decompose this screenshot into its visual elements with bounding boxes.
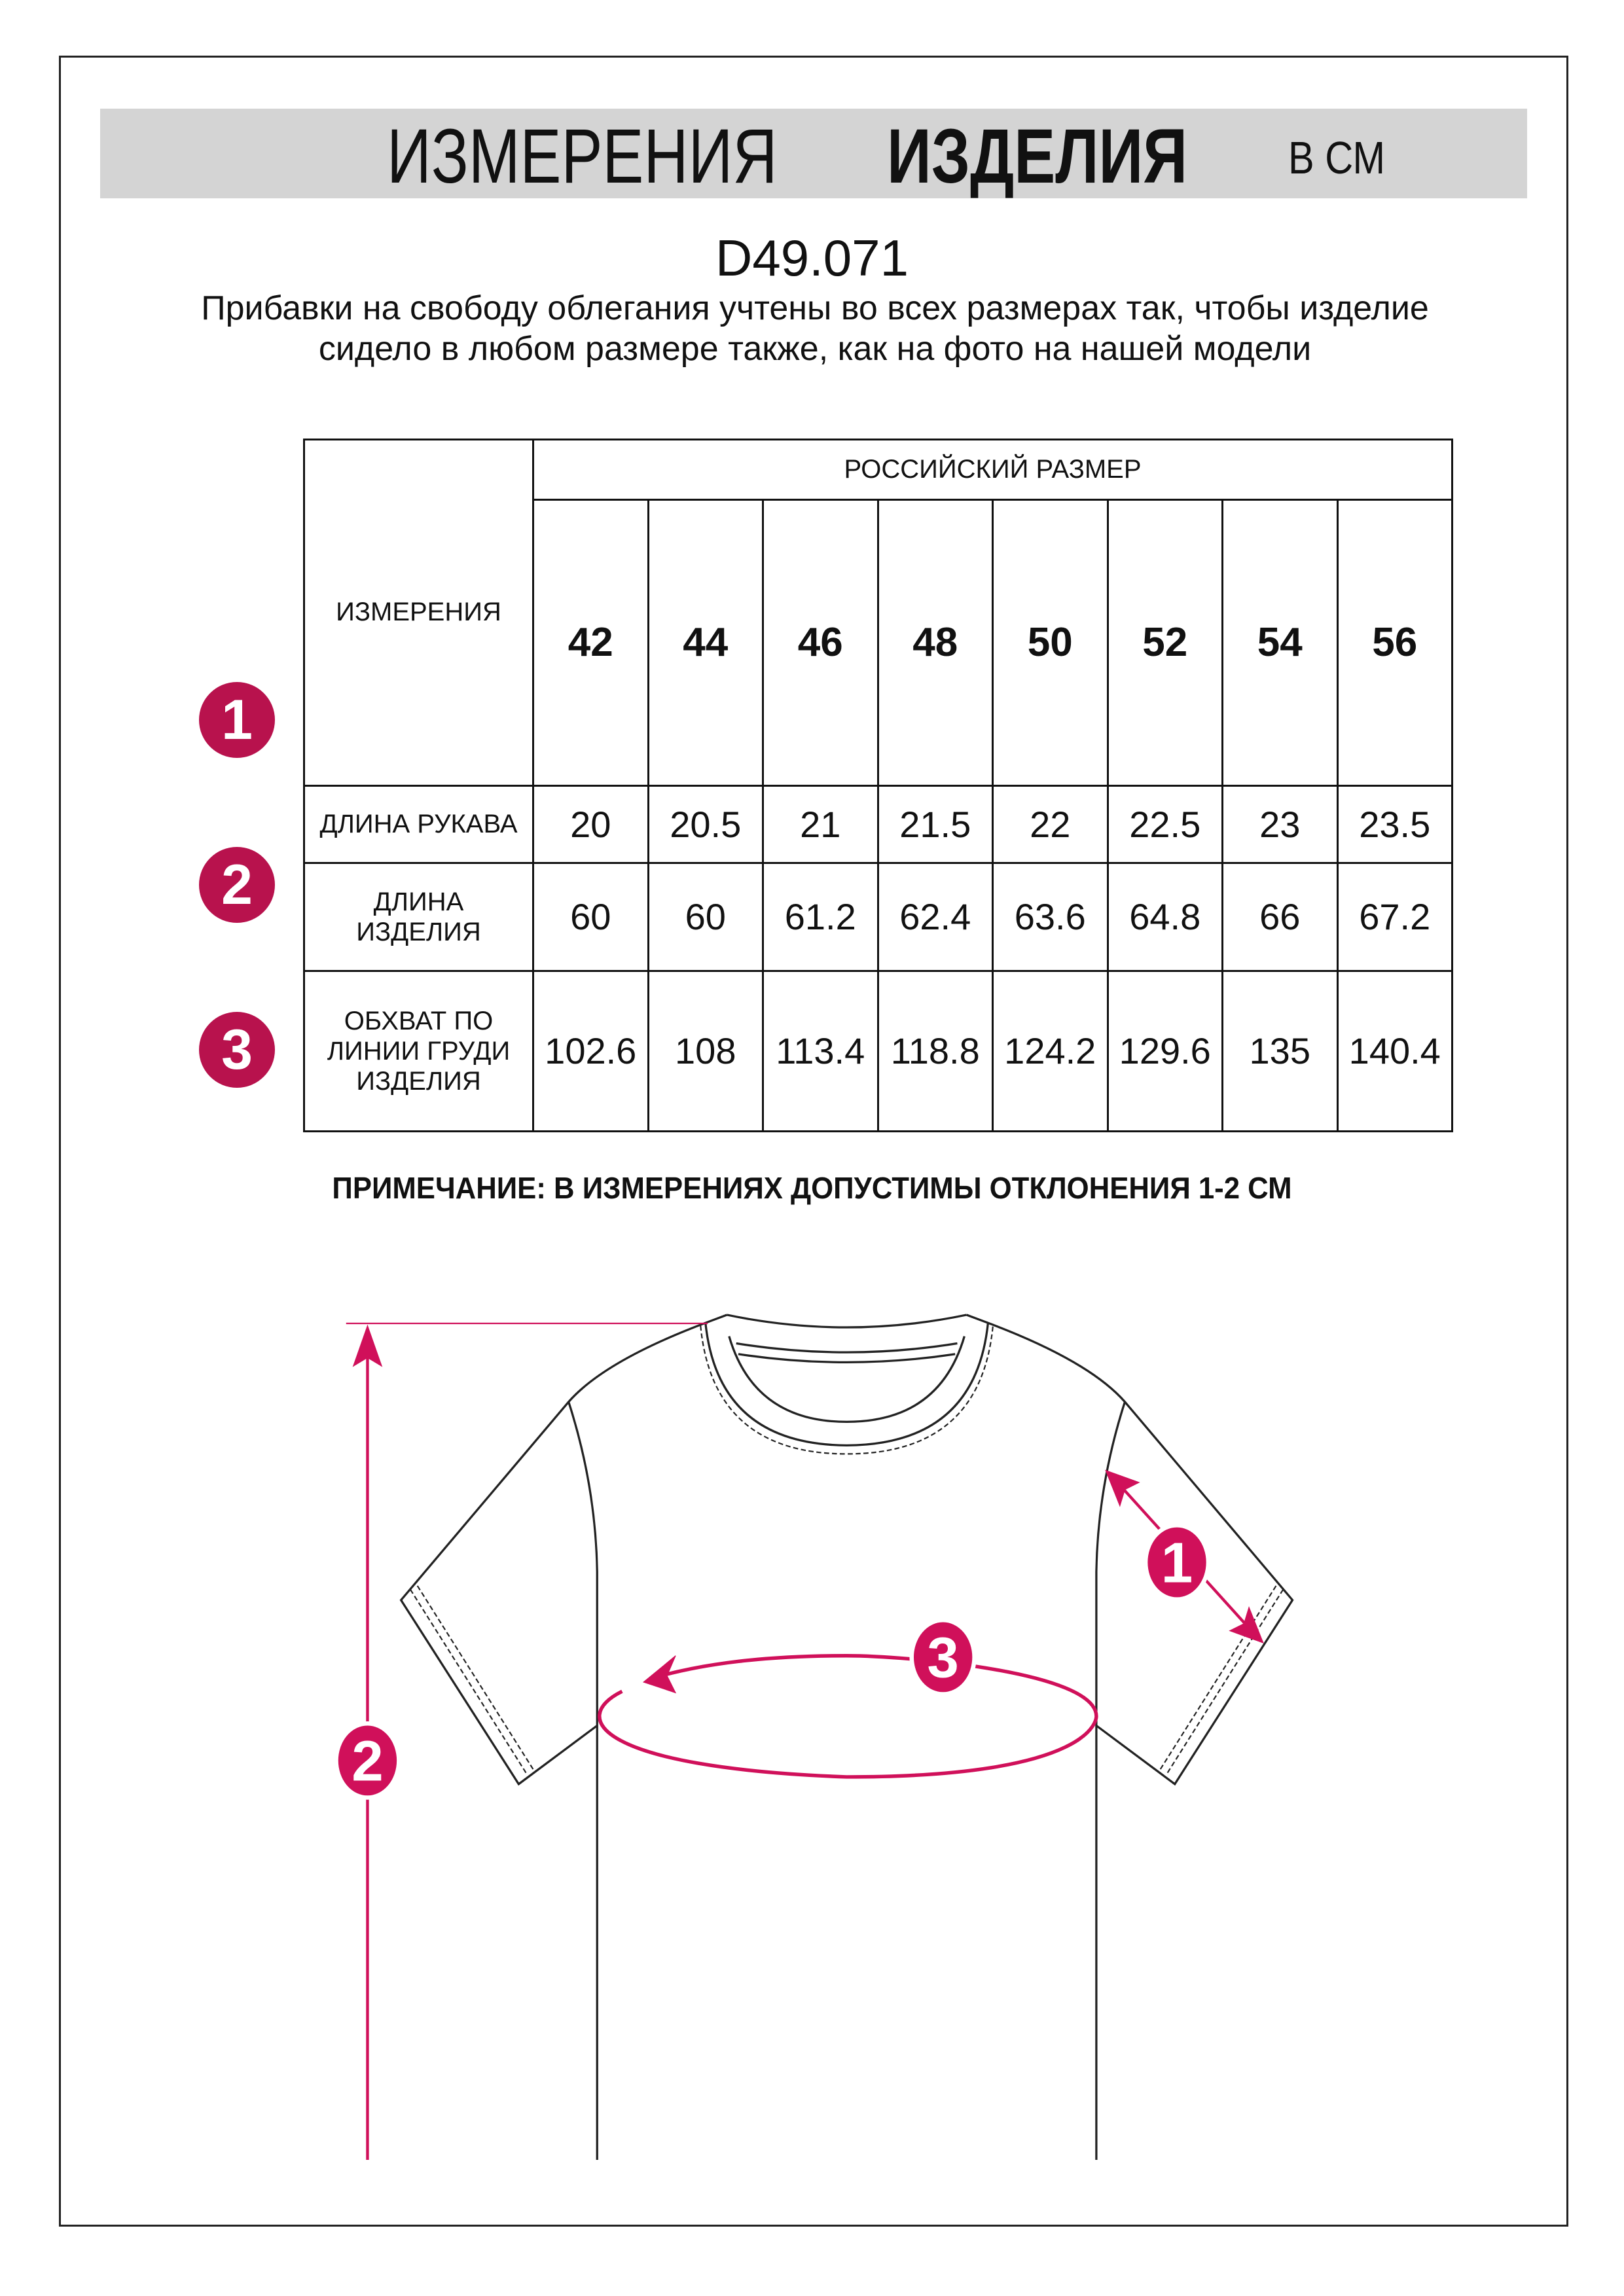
size-header-54: 54	[1221, 499, 1339, 787]
title-regular: ИЗМЕРЕНИЯ	[387, 113, 778, 200]
title-bold: ИЗДЕЛИЯ	[887, 113, 1188, 200]
size-header-46: 46	[762, 499, 879, 787]
measurement-marks	[346, 1322, 1264, 2160]
value-cell: 60	[532, 861, 649, 972]
value-cell: 135	[1221, 969, 1339, 1133]
value-cell: 60	[647, 861, 764, 972]
article-code: D49.071	[715, 229, 909, 287]
value-cell: 22	[992, 784, 1109, 864]
size-header-52: 52	[1106, 499, 1223, 787]
size-table: ИЗМЕРЕНИЯ РОССИЙСКИЙ РАЗМЕР 42 44 46 48 50 52…	[303, 438, 1453, 1133]
size-header-50: 50	[992, 499, 1109, 787]
tshirt-outline	[399, 1314, 1294, 2160]
measurements-header: ИЗМЕРЕНИЯ	[303, 439, 534, 787]
size-header-48: 48	[876, 499, 994, 787]
arrowhead-up-icon	[352, 1324, 383, 1367]
unit-label: В СМ	[1288, 132, 1386, 183]
value-cell: 64.8	[1106, 861, 1223, 972]
marker-2-label: 2	[352, 1729, 383, 1793]
table-row: ДЛИНА ИЗДЕЛИЯ 60 60 61.2 62.4 63.6 64.8 66 67.2	[303, 861, 1453, 972]
marker-3: 3	[909, 1617, 977, 1696]
marker-2: 2	[334, 1721, 401, 1800]
value-cell: 23.5	[1336, 784, 1453, 864]
row-badge-2: 2	[199, 847, 275, 923]
table-row: ДЛИНА РУКАВА 20 20.5 21 21.5 22 22.5 23 23.5	[303, 784, 1453, 864]
arrowhead-left-icon	[642, 1655, 677, 1694]
marker-3-label: 3	[927, 1626, 958, 1689]
tshirt-diagram: 2 3 1	[334, 1314, 1294, 2160]
value-cell: 66	[1221, 861, 1339, 972]
marker-1-label: 1	[1161, 1532, 1193, 1595]
value-cell: 21.5	[876, 784, 994, 864]
chest-ellipse	[598, 1654, 1098, 1779]
row-label: ДЛИНА РУКАВА	[303, 784, 534, 864]
header-band	[100, 109, 1527, 198]
value-cell: 20	[532, 784, 649, 864]
description: Прибавки на свободу облегания учтены во …	[201, 289, 1429, 368]
row-badge-1: 1	[199, 682, 275, 758]
size-header-44: 44	[647, 499, 764, 787]
value-cell: 102.6	[532, 969, 649, 1133]
arrowhead-sleeve-bottom-icon	[1229, 1606, 1264, 1644]
note: ПРИМЕЧАНИЕ: В ИЗМЕРЕНИЯХ ДОПУСТИМЫ ОТКЛО…	[332, 1171, 1292, 1205]
size-group-header: РОССИЙСКИЙ РАЗМЕР	[532, 438, 1453, 501]
table-row: ОБХВАТ ПО ЛИНИИ ГРУДИ ИЗДЕЛИЯ 102.6 108 113…	[303, 969, 1453, 1133]
size-header-56: 56	[1336, 499, 1453, 787]
value-cell: 21	[762, 784, 879, 864]
value-cell: 61.2	[762, 861, 879, 972]
value-cell: 113.4	[762, 969, 879, 1133]
value-cell: 62.4	[876, 861, 994, 972]
value-cell: 23	[1221, 784, 1339, 864]
value-cell: 20.5	[647, 784, 764, 864]
row-badge-3: 3	[199, 1012, 275, 1088]
row-label: ДЛИНА ИЗДЕЛИЯ	[303, 861, 534, 972]
value-cell: 124.2	[992, 969, 1109, 1133]
value-cell: 129.6	[1106, 969, 1223, 1133]
page-border	[59, 56, 1568, 2227]
value-cell: 140.4	[1336, 969, 1453, 1133]
stitching	[409, 1325, 1284, 1776]
arrowhead-sleeve-top-icon	[1105, 1469, 1140, 1507]
row-label: ОБХВАТ ПО ЛИНИИ ГРУДИ ИЗДЕЛИЯ	[303, 969, 534, 1133]
value-cell: 108	[647, 969, 764, 1133]
marker-1: 1	[1143, 1523, 1211, 1602]
value-cell: 63.6	[992, 861, 1109, 972]
value-cell: 22.5	[1106, 784, 1223, 864]
value-cell: 118.8	[876, 969, 994, 1133]
size-header-42: 42	[532, 499, 649, 787]
value-cell: 67.2	[1336, 861, 1453, 972]
